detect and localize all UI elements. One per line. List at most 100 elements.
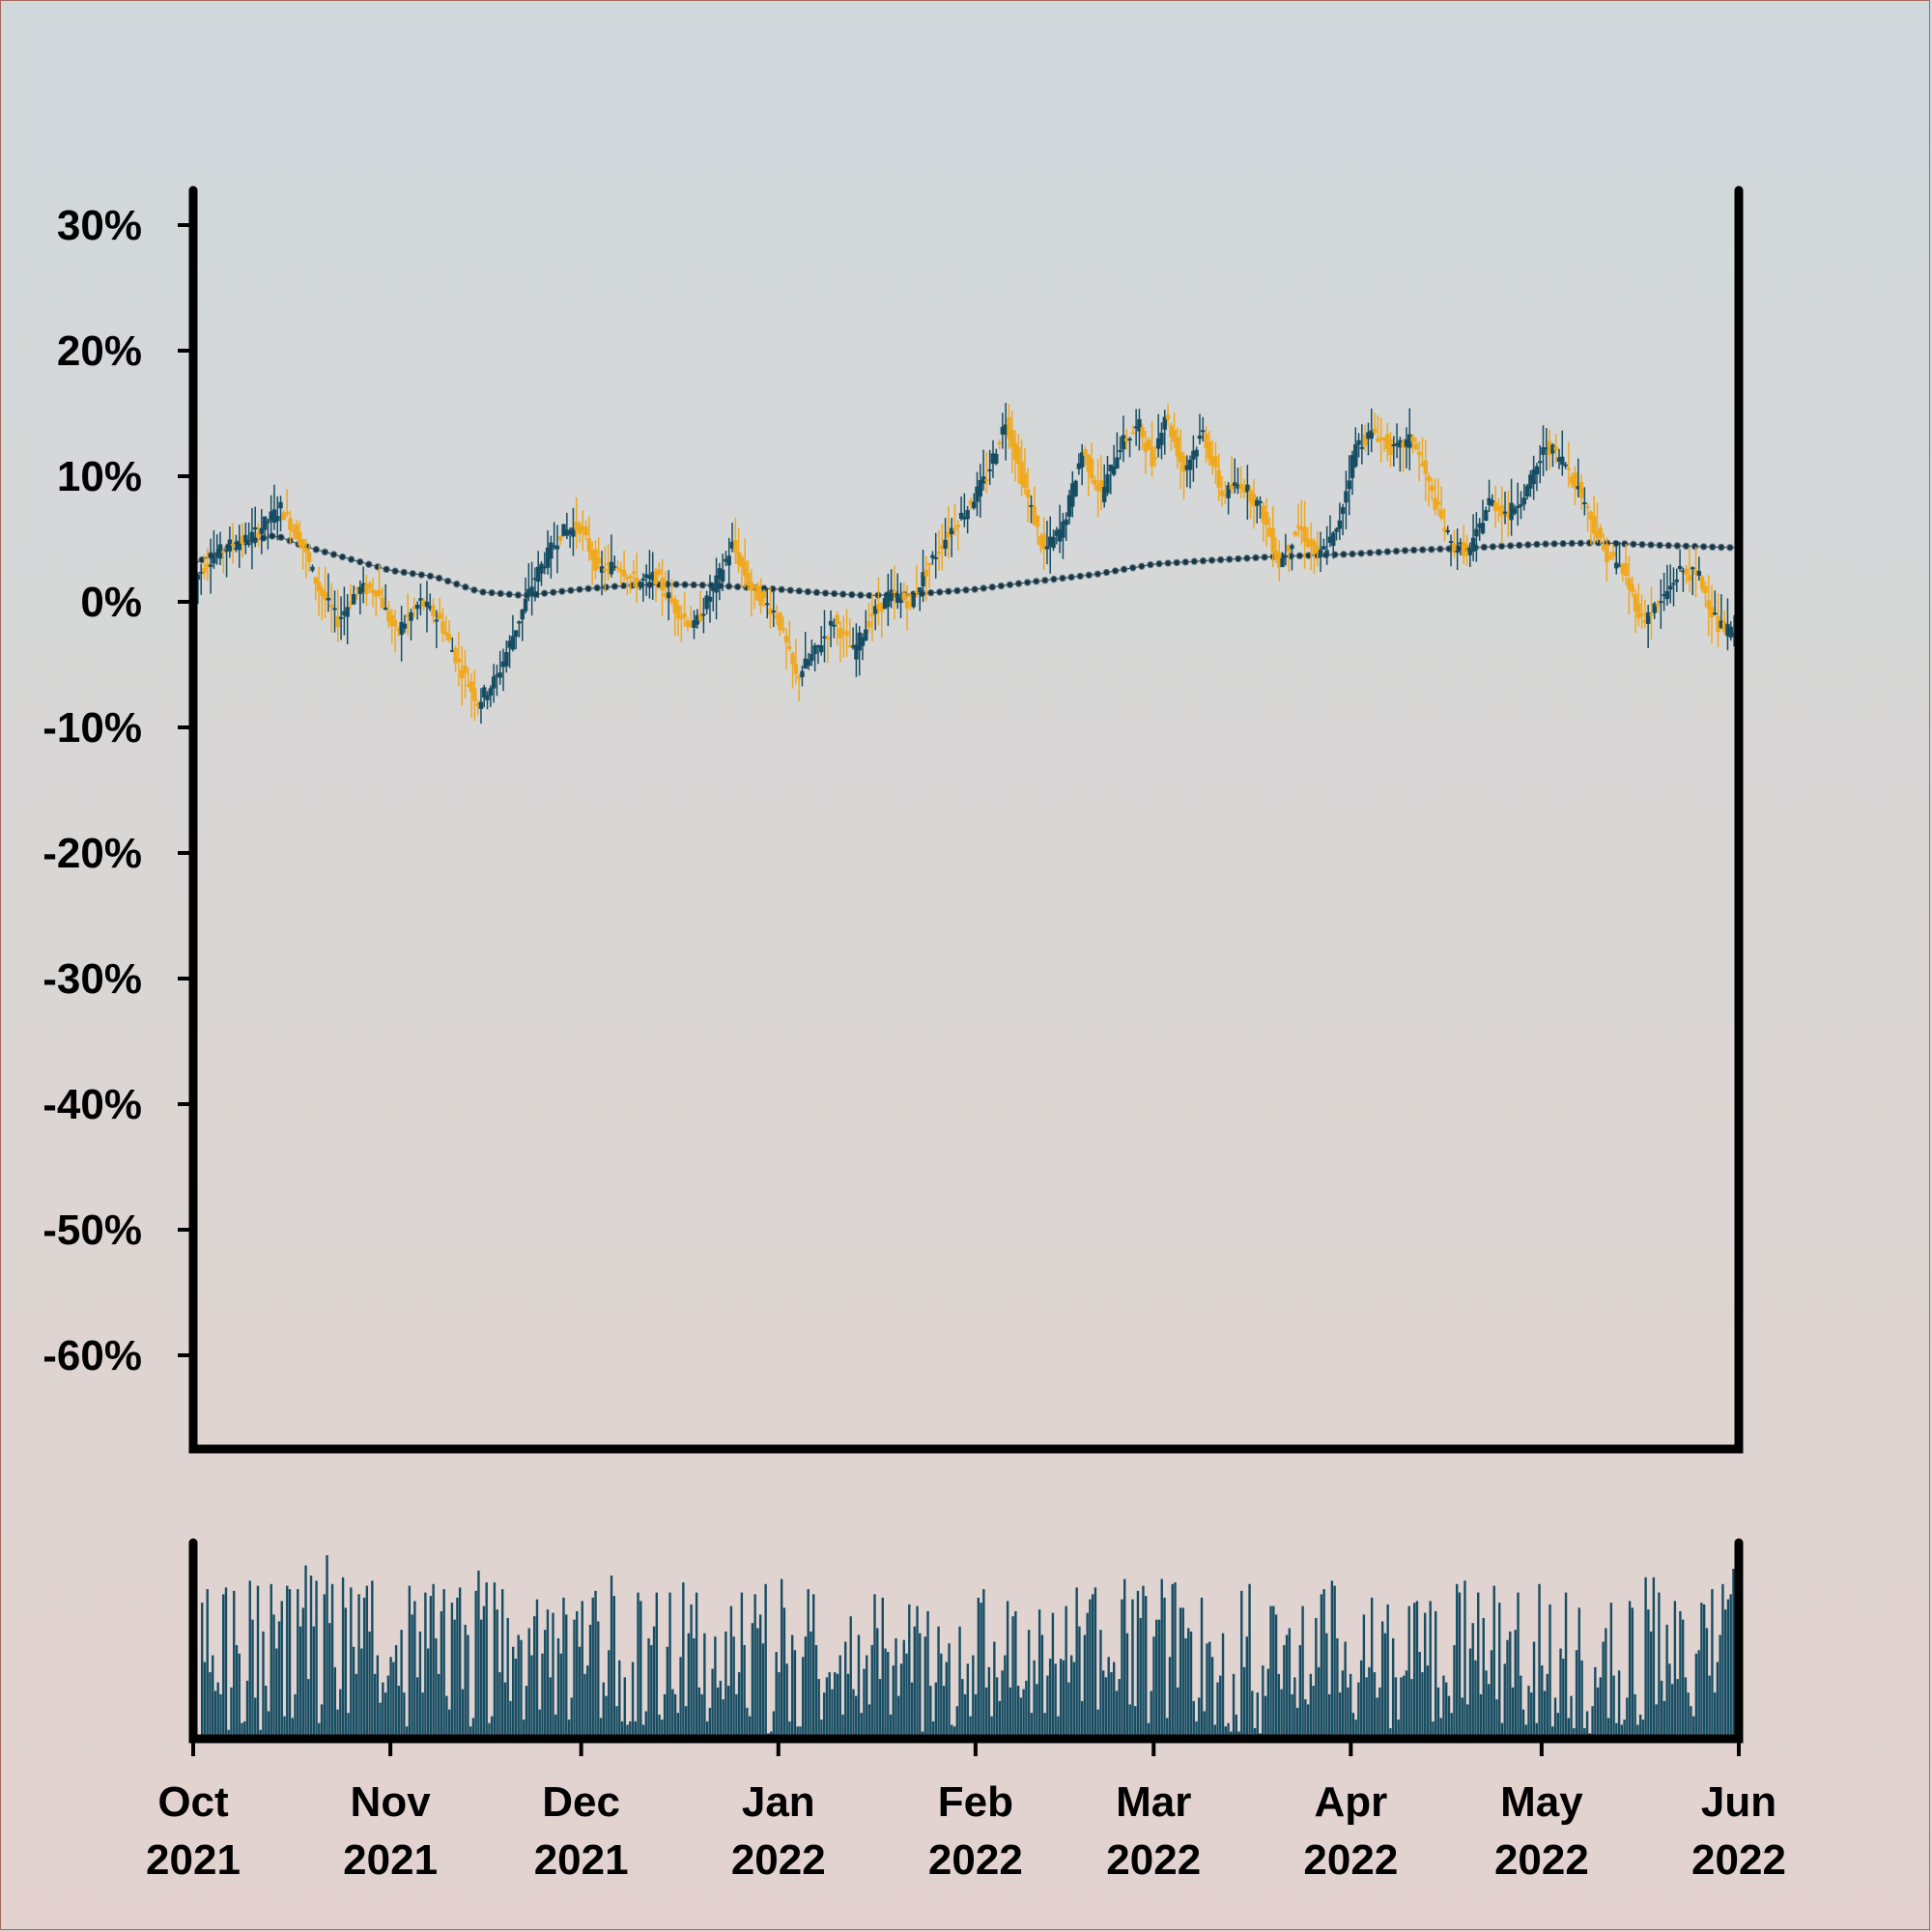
volume-bar — [514, 1659, 518, 1735]
volume-bar — [1139, 1617, 1142, 1735]
candle — [510, 614, 516, 652]
candle — [1372, 412, 1378, 436]
volume-bar — [860, 1713, 863, 1735]
candle — [500, 648, 506, 692]
moving-average-point — [1392, 547, 1401, 555]
volume-bar — [778, 1672, 781, 1735]
candle — [1462, 525, 1466, 564]
moving-average-point — [1199, 556, 1208, 565]
moving-average-point — [839, 590, 847, 598]
moving-average-point — [443, 577, 452, 585]
y-tick-label: -20% — [43, 830, 142, 877]
volume-bar — [1506, 1639, 1509, 1735]
candle — [997, 439, 1002, 450]
volume-bar — [339, 1689, 342, 1735]
candle — [1388, 431, 1393, 468]
candle — [1321, 538, 1326, 551]
volume-bar — [382, 1682, 384, 1735]
volume-bar — [411, 1614, 413, 1735]
volume-panel: Oct 2021 Nov 2021 Dec 2021 Jan 2022 Feb 2022 Mar 20… — [146, 1538, 1786, 1884]
candle — [1506, 490, 1511, 537]
candle — [1362, 424, 1368, 452]
candle — [214, 534, 219, 565]
volume-bar — [1062, 1660, 1065, 1735]
volume-bar — [1468, 1648, 1472, 1735]
volume-bar — [902, 1639, 905, 1735]
candle — [746, 560, 751, 591]
candle — [879, 602, 884, 639]
candle — [1681, 567, 1686, 592]
volume-bar — [1269, 1605, 1272, 1735]
volume-bar — [1461, 1697, 1463, 1735]
candle — [1630, 576, 1634, 598]
candle — [1528, 469, 1533, 497]
volume-bar — [1410, 1679, 1413, 1735]
candle — [488, 685, 494, 707]
candle — [262, 516, 268, 540]
volume-bar — [1184, 1637, 1187, 1735]
volume-bar — [1011, 1616, 1014, 1735]
candle — [1490, 494, 1495, 507]
volume-bar — [474, 1590, 477, 1735]
volume-bar — [1596, 1687, 1600, 1735]
volume-bar — [307, 1679, 310, 1735]
candle — [1578, 474, 1584, 510]
volume-bar — [1702, 1604, 1706, 1735]
volume-bar — [605, 1695, 608, 1735]
volume-bar — [737, 1672, 741, 1735]
volume-bar — [743, 1645, 746, 1735]
candle — [1286, 544, 1292, 573]
volume-bar — [961, 1679, 964, 1735]
moving-average-point — [540, 589, 549, 597]
volume-bar — [1453, 1645, 1456, 1735]
volume-bar — [277, 1621, 281, 1735]
volume-bar — [1150, 1690, 1152, 1735]
volume-bar — [493, 1582, 497, 1735]
candle — [1636, 582, 1641, 627]
volume-bar — [544, 1630, 547, 1735]
candle — [1105, 455, 1110, 497]
candle — [288, 510, 293, 544]
candle — [825, 634, 830, 664]
candle — [621, 551, 627, 582]
moving-average-point — [1709, 543, 1717, 551]
volume-bar — [1500, 1722, 1504, 1735]
candle — [1201, 416, 1206, 441]
volume-bar — [1306, 1704, 1310, 1735]
volume-bar — [1195, 1720, 1198, 1735]
moving-average-point — [497, 589, 504, 598]
candle — [796, 673, 802, 701]
volume-bar — [863, 1668, 866, 1735]
volume-bar — [889, 1714, 893, 1735]
volume-bar — [1721, 1583, 1724, 1735]
candle — [778, 611, 782, 637]
volume-bar — [1429, 1601, 1432, 1735]
candle — [1607, 551, 1612, 561]
volume-bar — [1553, 1697, 1557, 1735]
candle — [921, 550, 925, 603]
moving-average-point — [681, 581, 689, 588]
volume-bar — [1432, 1720, 1435, 1735]
volume-bar — [1177, 1687, 1179, 1735]
volume-bar — [1203, 1711, 1206, 1735]
moving-average-point — [1559, 540, 1567, 548]
volume-bar — [1684, 1677, 1688, 1735]
candle — [1407, 408, 1412, 470]
volume-bar — [1456, 1583, 1459, 1735]
volume-bar — [1059, 1659, 1063, 1735]
candle — [876, 577, 881, 626]
candle — [450, 637, 455, 653]
volume-bar — [1556, 1713, 1560, 1735]
volume-bar — [1235, 1714, 1237, 1735]
moving-average-point — [1050, 575, 1058, 583]
candle — [736, 528, 741, 573]
volume-bar — [599, 1718, 603, 1735]
volume-bar — [1726, 1599, 1730, 1735]
volume-bar — [919, 1633, 922, 1735]
volume-bar — [1181, 1607, 1184, 1735]
candle — [1642, 599, 1648, 629]
candle — [399, 606, 404, 662]
candle — [1693, 547, 1698, 598]
volume-bar — [1482, 1617, 1485, 1735]
candle — [1420, 437, 1425, 467]
